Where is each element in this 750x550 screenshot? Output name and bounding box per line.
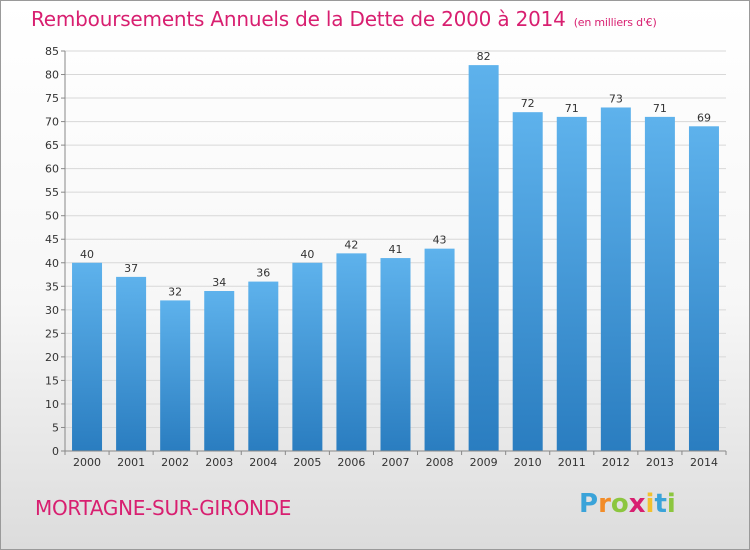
y-tick-label: 30 bbox=[45, 304, 59, 317]
bar-2012 bbox=[600, 107, 631, 452]
data-label: 36 bbox=[256, 267, 270, 280]
data-label: 42 bbox=[344, 238, 358, 251]
x-tick-label: 2001 bbox=[117, 456, 145, 469]
logo-letter: r bbox=[598, 489, 611, 519]
data-label: 73 bbox=[609, 92, 623, 105]
x-tick-label: 2011 bbox=[558, 456, 586, 469]
y-tick-label: 10 bbox=[45, 398, 59, 411]
bar-2009 bbox=[468, 65, 499, 451]
bar-2007 bbox=[380, 258, 411, 451]
data-labels: 40 37 32 34 36 40 42 41 43 82 72 71 73 71 69 bbox=[80, 50, 711, 298]
data-label: 32 bbox=[168, 285, 182, 298]
data-label: 71 bbox=[565, 102, 579, 115]
x-tick-label: 2008 bbox=[426, 456, 454, 469]
bar-2002 bbox=[160, 300, 191, 451]
y-tick-label: 45 bbox=[45, 233, 59, 246]
data-label: 82 bbox=[477, 50, 491, 63]
bar-2013 bbox=[644, 116, 675, 451]
bar-2000 bbox=[72, 262, 103, 451]
y-tick-label: 40 bbox=[45, 257, 59, 270]
data-label: 34 bbox=[212, 276, 226, 289]
logo-letter: o bbox=[610, 489, 629, 519]
y-tick-label: 60 bbox=[45, 163, 59, 176]
x-tick-label: 2005 bbox=[293, 456, 321, 469]
chart-title-text: Remboursements Annuels de la Dette de 20… bbox=[31, 7, 566, 31]
y-tick-label: 35 bbox=[45, 280, 59, 293]
y-tick-label: 55 bbox=[45, 186, 59, 199]
y-tick-label: 50 bbox=[45, 210, 59, 223]
data-label: 72 bbox=[521, 97, 535, 110]
axes bbox=[64, 51, 726, 452]
bars bbox=[72, 65, 719, 452]
bar-2006 bbox=[336, 253, 367, 451]
commune-name: MORTAGNE-SUR-GIRONDE bbox=[35, 496, 292, 520]
bar-2011 bbox=[556, 116, 587, 451]
chart-unit: (en milliers d'€) bbox=[573, 16, 657, 29]
y-tick-label: 15 bbox=[45, 374, 59, 387]
x-tick-label: 2000 bbox=[73, 456, 101, 469]
x-tick-label: 2013 bbox=[646, 456, 674, 469]
bar-2004 bbox=[248, 281, 279, 451]
x-tick-label: 2012 bbox=[602, 456, 630, 469]
x-tick-label: 2003 bbox=[205, 456, 233, 469]
x-axis-ticks: 2000 2001 2002 2003 2004 2005 2006 2007 2008 2009… bbox=[64, 451, 727, 469]
logo-letter: t bbox=[654, 489, 667, 519]
y-tick-label: 65 bbox=[45, 139, 59, 152]
x-tick-label: 2006 bbox=[337, 456, 365, 469]
proxiti-logo: Proxiti bbox=[579, 489, 676, 519]
logo-letter: i bbox=[645, 489, 655, 519]
bar-2005 bbox=[292, 262, 323, 451]
y-tick-label: 70 bbox=[45, 116, 59, 129]
bar-2014 bbox=[688, 126, 719, 451]
data-label: 71 bbox=[653, 102, 667, 115]
logo-letter: P bbox=[579, 489, 599, 519]
x-tick-label: 2007 bbox=[382, 456, 410, 469]
x-tick-label: 2002 bbox=[161, 456, 189, 469]
y-tick-label: 85 bbox=[45, 45, 59, 58]
bar-2001 bbox=[116, 276, 147, 451]
chart-title: Remboursements Annuels de la Dette de 20… bbox=[31, 7, 657, 31]
y-tick-label: 25 bbox=[45, 327, 59, 340]
y-axis-ticks: 0 5 10 15 20 25 30 35 40 45 50 55 60 65 70 75 80 85 bbox=[45, 45, 65, 458]
x-tick-label: 2010 bbox=[514, 456, 542, 469]
data-label: 41 bbox=[389, 243, 403, 256]
y-tick-label: 80 bbox=[45, 69, 59, 82]
data-label: 69 bbox=[697, 111, 711, 124]
logo-letter: x bbox=[628, 489, 646, 519]
logo-letter: i bbox=[666, 489, 676, 519]
x-tick-label: 2009 bbox=[470, 456, 498, 469]
data-label: 40 bbox=[300, 248, 314, 261]
x-tick-label: 2014 bbox=[690, 456, 718, 469]
y-tick-label: 5 bbox=[52, 421, 59, 434]
y-tick-label: 20 bbox=[45, 351, 59, 364]
bar-2008 bbox=[424, 248, 455, 451]
y-tick-label: 0 bbox=[52, 445, 59, 458]
bar-2003 bbox=[204, 291, 235, 451]
x-tick-label: 2004 bbox=[249, 456, 277, 469]
data-label: 40 bbox=[80, 248, 94, 261]
y-tick-label: 75 bbox=[45, 92, 59, 105]
data-label: 37 bbox=[124, 262, 138, 275]
data-label: 43 bbox=[433, 234, 447, 247]
bar-2010 bbox=[512, 112, 543, 452]
